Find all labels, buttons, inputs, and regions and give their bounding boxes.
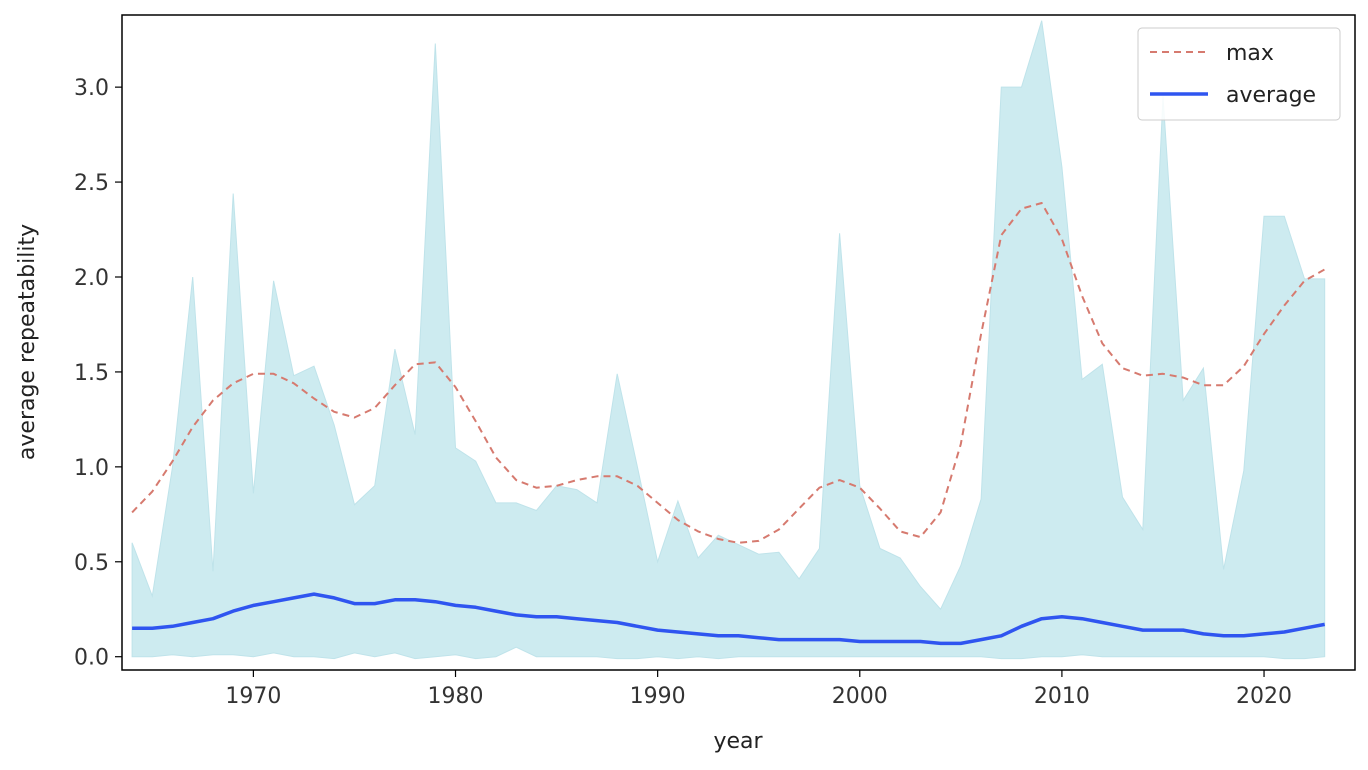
x-tick-label: 1980	[428, 684, 484, 709]
y-tick-label: 3.0	[74, 76, 109, 101]
legend-max-label: max	[1226, 41, 1274, 66]
legend-average-label: average	[1226, 83, 1316, 108]
x-axis-ticks: 1970 1980 1990 2000 2010 2020	[225, 670, 1292, 709]
y-tick-label: 0.5	[74, 551, 109, 576]
range-band-area	[131, 20, 1326, 660]
x-tick-label: 1990	[630, 684, 686, 709]
x-axis-label: year	[713, 729, 763, 754]
x-tick-label: 2010	[1034, 684, 1090, 709]
x-tick-label: 1970	[225, 684, 281, 709]
y-tick-label: 2.5	[74, 171, 109, 196]
y-tick-label: 0.0	[74, 646, 109, 671]
x-tick-label: 2000	[832, 684, 888, 709]
y-tick-label: 1.0	[74, 456, 109, 481]
plot-area	[131, 20, 1326, 660]
y-tick-label: 2.0	[74, 266, 109, 291]
y-axis-ticks: 0.0 0.5 1.0 1.5 2.0 2.5 3.0	[74, 76, 122, 671]
series-max-line	[131, 202, 1326, 544]
y-tick-label: 1.5	[74, 361, 109, 386]
legend: max average	[1137, 27, 1341, 121]
y-axis-label: average repeatability	[15, 224, 40, 460]
x-tick-label: 2020	[1236, 684, 1292, 709]
plot-frame	[121, 14, 1356, 671]
series-average-line	[132, 592, 1326, 646]
